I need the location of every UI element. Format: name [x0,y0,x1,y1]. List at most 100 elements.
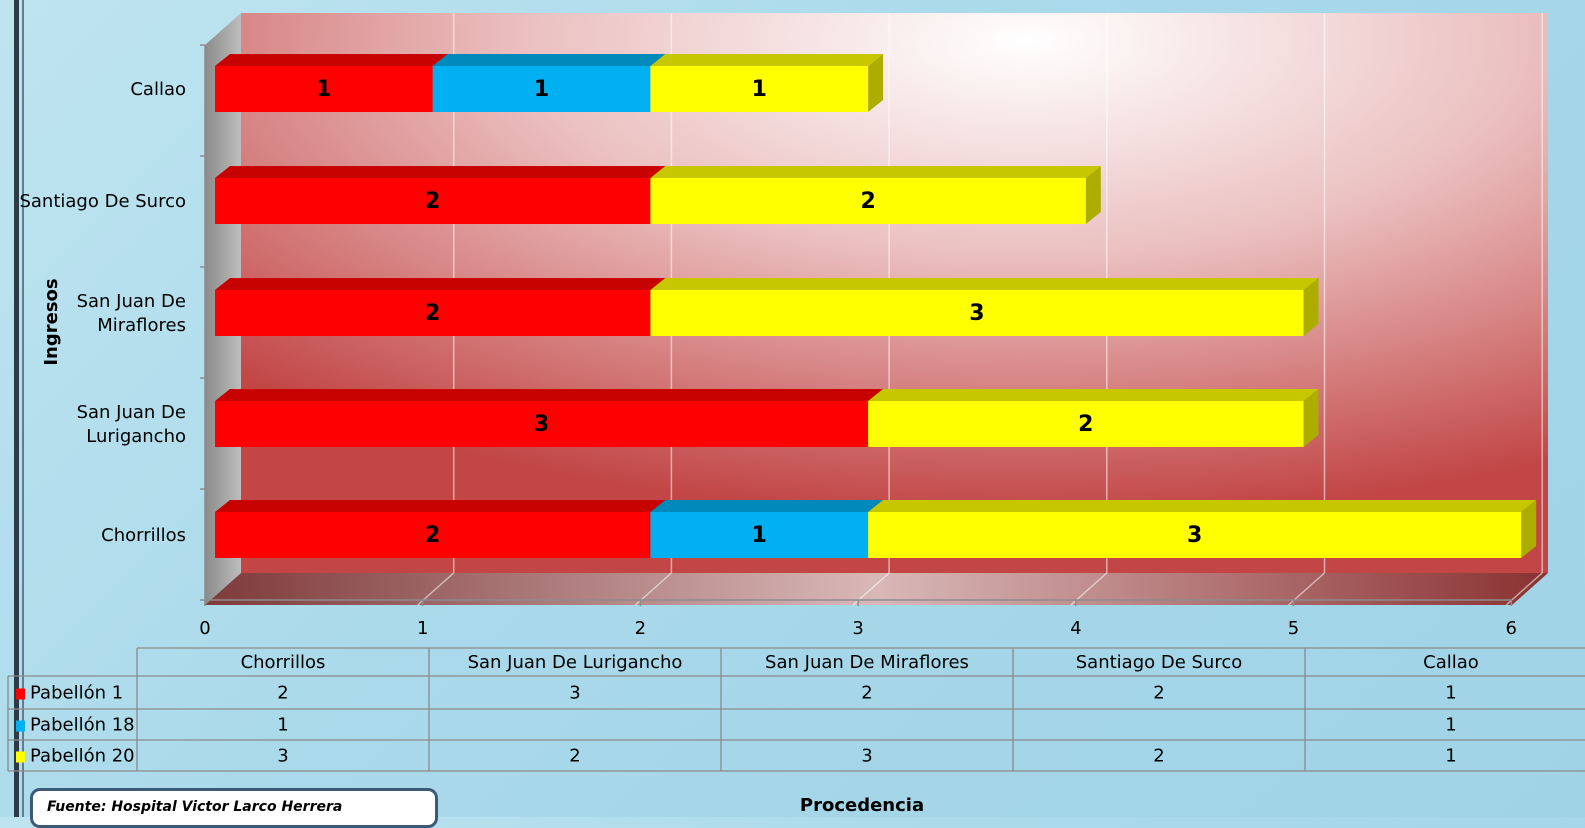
bar-top [432,54,666,66]
y-axis-title: Ingresos [41,278,62,365]
bar-value-label: 1 [316,77,331,102]
data-table: Chorrillos San Juan De Lurigancho San Juan… [7,647,1585,772]
bar-face [650,178,1086,224]
x-tick-label: 6 [1505,618,1516,639]
category-label: Callao [130,79,186,100]
bar-value-label: 2 [425,301,440,326]
table-value-cell: 3 [277,746,288,767]
table-value-cell: 3 [861,746,872,767]
bar-value-label: 3 [969,301,984,326]
x-axis-title: Procedencia [800,795,924,816]
bar-face [215,178,651,224]
bar-side [1303,389,1319,447]
bar-face [650,66,869,112]
bar-top [650,278,1319,290]
legend-key [16,720,25,732]
bar-face [215,66,433,112]
category-label: Chorrillos [101,525,186,546]
bar-segment: 2 [215,278,666,336]
bar-face [432,66,651,112]
bar-top [215,166,666,178]
table-header-cell: Santiago De Surco [1076,652,1243,673]
bar-top [215,389,884,401]
bar-face [650,512,869,558]
bar-segment: 3 [868,500,1537,558]
table-value-cell: 1 [1445,683,1456,704]
bar-face [868,401,1304,447]
category-label: San Juan De Lurigancho [77,402,186,447]
floor-gridline [1505,572,1543,606]
left-accent-line [22,0,24,817]
bar-value-label: 3 [1187,523,1202,548]
bar-side [1521,500,1537,558]
bar-side [1303,278,1319,336]
table-value-cell: 2 [861,683,872,704]
table-value-cell: 2 [1153,683,1164,704]
bar-value-label: 2 [425,189,440,214]
bar-top [215,54,448,66]
bar-value-label: 1 [752,77,767,102]
bar-segment: 2 [650,166,1101,224]
bar-face [868,512,1522,558]
bar-value-label: 1 [752,523,767,548]
bar-segment: 1 [650,54,884,112]
bar-segment: 2 [215,500,666,558]
bar-segment: 2 [215,166,666,224]
table-header-cell: Callao [1423,652,1479,673]
bar-segment: 1 [432,54,666,112]
x-tick-label: 4 [1070,618,1081,639]
legend-series-name: Pabellón 1 [30,683,123,704]
source-note-text: Fuente: Hospital Victor Larco Herrera [47,799,343,815]
bar-top [868,389,1319,401]
bar-face [215,401,869,447]
bar-face [215,290,651,336]
bars: 2 1 3 3 2 2 3 2 2 1 1 1 [215,54,1537,558]
x-tick-label: 2 [635,618,646,639]
table-header-cell: San Juan De Miraflores [765,652,969,673]
table-header-cell: San Juan De Lurigancho [468,652,683,673]
bar-value-label: 1 [534,77,549,102]
source-note: Fuente: Hospital Victor Larco Herrera [30,788,438,828]
legend-series-name: Pabellón 18 [30,715,135,736]
bar-segment: 3 [650,278,1319,336]
bar-top [650,500,884,512]
x-tick-label: 3 [852,618,863,639]
bar-face [215,512,651,558]
table-header-cell: Chorrillos [241,652,326,673]
table-value-cell: 3 [569,683,580,704]
category-label: San Juan De Miraflores [77,291,186,336]
bar-segment: 1 [215,54,448,112]
bar-side [868,54,884,112]
table-value-cell: 1 [1445,746,1456,767]
x-tick-label: 5 [1288,618,1299,639]
floor [205,573,1548,605]
bar-top [650,166,1101,178]
bar-segment: 1 [650,500,884,558]
x-tick-label: 1 [417,618,428,639]
bar-top [215,278,666,290]
bar-top [650,54,884,66]
bar-segment: 3 [215,389,884,447]
bar-value-label: 2 [1078,412,1093,437]
bar-top [215,500,666,512]
legend-key [16,751,25,763]
bar-side [1085,166,1101,224]
axes: Chorrillos San Juan De Lurigancho San Juan … [19,44,1517,639]
table-value-cell: 2 [1153,746,1164,767]
x-tick-label: 0 [199,618,210,639]
table-value-cell: 1 [277,715,288,736]
bar-top [868,500,1537,512]
table-value-cell: 2 [569,746,580,767]
legend-key [16,688,25,700]
legend-series-name: Pabellón 20 [30,746,135,767]
category-label: Santiago De Surco [19,191,186,212]
bar-segment: 2 [868,389,1319,447]
left-accent-bar [14,0,19,817]
bar-value-label: 2 [860,189,875,214]
bar-face [650,290,1304,336]
table-value-cell: 1 [1445,715,1456,736]
bar-value-label: 3 [534,412,549,437]
table-value-cell: 2 [277,683,288,704]
bar-value-label: 2 [425,523,440,548]
